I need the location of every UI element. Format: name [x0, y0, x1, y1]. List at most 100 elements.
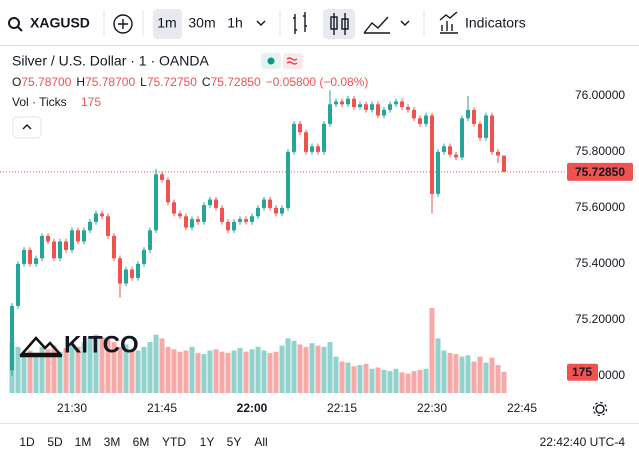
candle-body	[52, 241, 56, 259]
y-tick-label: 76.00000	[575, 88, 625, 102]
logo: KITCO	[19, 331, 139, 358]
volume-bar	[381, 369, 387, 393]
indicators-icon[interactable]	[439, 11, 458, 34]
candle-body	[484, 115, 488, 138]
x-tick-label: 21:30	[57, 401, 87, 415]
candle-body	[394, 101, 398, 105]
volume-bar	[375, 367, 381, 393]
candle-body	[64, 241, 68, 250]
volume-bar	[309, 343, 315, 393]
volume-bar	[363, 363, 369, 393]
range-button[interactable]: 1Y	[200, 435, 215, 449]
candle-body	[16, 263, 20, 306]
range-button[interactable]: 3M	[104, 435, 121, 449]
candle-body	[172, 202, 176, 214]
volume-bar	[135, 350, 141, 393]
candle-body	[346, 98, 350, 105]
volume-bar	[477, 356, 483, 393]
volume-bar	[147, 342, 153, 393]
search-icon[interactable]	[8, 17, 20, 29]
volume-bar	[369, 368, 375, 393]
candle-body	[496, 151, 500, 156]
candle-body	[442, 146, 446, 152]
volume-bar	[261, 350, 267, 393]
y-tick-label: 75.40000	[575, 256, 625, 270]
candle-body	[388, 104, 392, 110]
chart-type-dropdown[interactable]	[400, 20, 410, 26]
candle-body	[226, 221, 230, 231]
volume-bar	[237, 348, 243, 393]
volume-bar	[183, 350, 189, 393]
market-status-dot	[267, 57, 275, 65]
add-symbol[interactable]	[113, 14, 133, 34]
legend-value: 75.78700	[21, 75, 71, 89]
volume-bar	[75, 346, 81, 393]
candle-body	[358, 104, 362, 108]
candle-body	[448, 146, 452, 155]
range-button[interactable]: YTD	[162, 435, 186, 449]
volume-bar	[453, 354, 459, 393]
range-button[interactable]: 1M	[75, 435, 92, 449]
volume-bar	[93, 334, 99, 393]
candle-body	[148, 230, 152, 250]
interval-active-bg	[153, 9, 182, 39]
symbol[interactable]: XAGUSD	[30, 15, 90, 31]
volume-bar	[39, 346, 45, 393]
legend-value: 75.72850	[211, 75, 261, 89]
interval[interactable]: 1m	[157, 15, 176, 31]
last-price-label: 75.72850	[575, 165, 625, 179]
volume-bar	[303, 346, 309, 393]
volume-bar	[321, 346, 327, 393]
interval-dropdown[interactable]	[256, 20, 266, 26]
data-status[interactable]	[283, 53, 303, 69]
candle-body	[250, 216, 254, 222]
last-volume-box	[567, 363, 598, 381]
range-button[interactable]: 5Y	[227, 435, 242, 449]
volume-bar	[45, 349, 51, 393]
volume-bar	[417, 369, 423, 393]
volume-bar	[315, 345, 321, 393]
volume-bar	[267, 352, 273, 393]
collapse-button[interactable]	[12, 116, 42, 139]
chart-type-active-bg	[323, 9, 355, 39]
candle-body	[154, 174, 158, 231]
range-button[interactable]: 6M	[133, 435, 150, 449]
volume-bar	[255, 346, 261, 393]
y-tick-label: 75.20000	[575, 312, 625, 326]
volume-bar	[129, 349, 135, 393]
range-button[interactable]: 1D	[19, 435, 35, 449]
candle-body	[58, 241, 62, 259]
volume-bar	[231, 350, 237, 393]
bars-icon[interactable]	[293, 12, 307, 34]
volume-bar	[339, 361, 345, 393]
legend-label: L	[140, 75, 147, 89]
volume-bar	[489, 357, 495, 393]
area-icon[interactable]	[363, 16, 390, 34]
candles-icon-body	[341, 18, 349, 30]
candle-body	[406, 107, 410, 110]
interval[interactable]: 30m	[188, 15, 215, 31]
range-bar: 1D 5D 1M 3M 6M YTD 1Y 5Y All	[19, 435, 267, 449]
volume-bar	[495, 365, 501, 393]
range-button[interactable]: 5D	[47, 435, 63, 449]
volume-bar	[69, 344, 75, 393]
candle-body	[310, 146, 314, 152]
volume-bar	[249, 349, 255, 393]
settings-icon[interactable]	[595, 404, 605, 414]
volume-bar	[27, 350, 33, 393]
interval[interactable]: 1h	[227, 15, 243, 31]
volume-bar	[111, 342, 117, 393]
data-status-icon	[286, 57, 298, 65]
volume-bar	[429, 308, 435, 393]
x-tick-label: 22:15	[327, 401, 357, 415]
volume-bar	[411, 371, 417, 393]
volume-bar	[171, 349, 177, 393]
legend-value: 75.78700	[85, 75, 135, 89]
last-price-box	[567, 162, 633, 181]
indicators-button[interactable]: Indicators	[465, 15, 526, 31]
volume-bar	[345, 362, 351, 393]
candle-body	[88, 221, 92, 231]
volume-bar	[105, 339, 111, 393]
y-tick-label: 75.60000	[575, 200, 625, 214]
range-button[interactable]: All	[254, 435, 267, 449]
